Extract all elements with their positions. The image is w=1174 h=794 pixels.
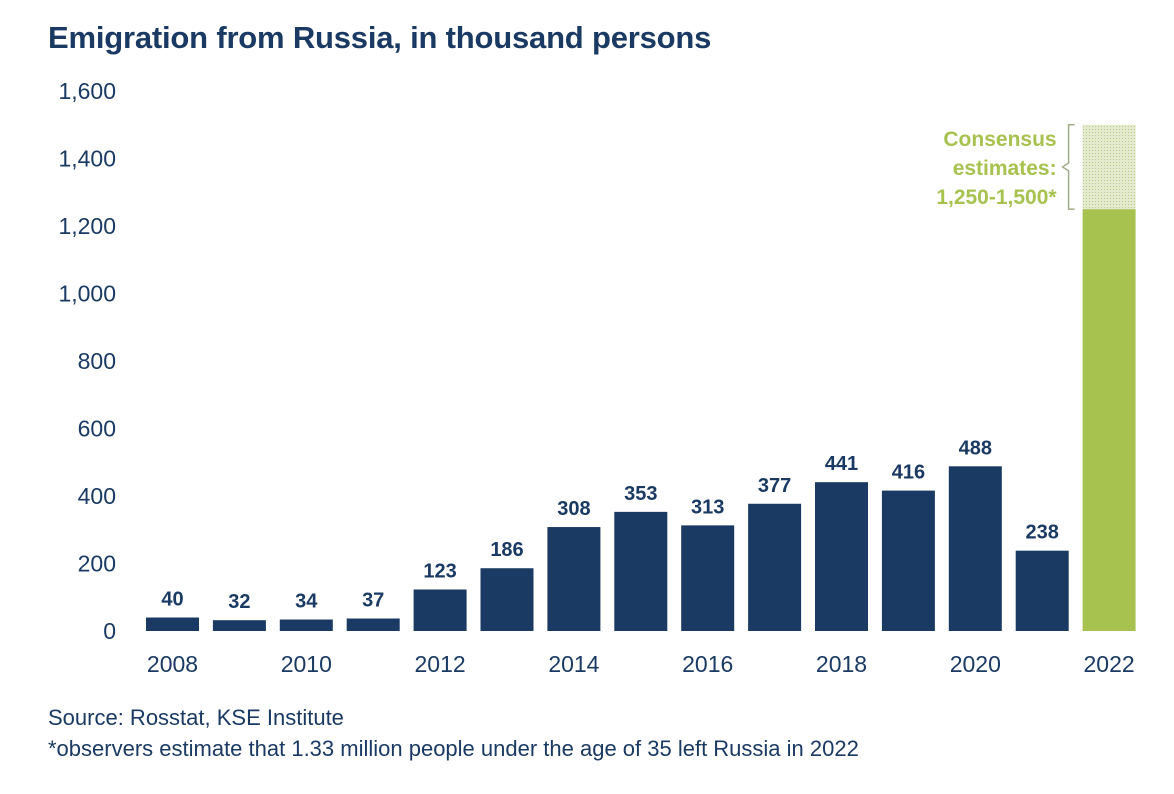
bar [146, 617, 199, 631]
bar [948, 466, 1002, 631]
x-tick-label: 2008 [147, 651, 198, 677]
bar-value-label: 186 [490, 539, 523, 561]
chart-title: Emigration from Russia, in thousand pers… [48, 20, 712, 55]
bar [815, 482, 868, 631]
y-tick-label: 0 [103, 618, 116, 644]
y-tick-label: 1,200 [58, 213, 116, 239]
bar [346, 618, 400, 631]
bar [614, 511, 668, 631]
bar [480, 568, 534, 631]
bar-value-label: 308 [557, 498, 590, 520]
bar-value-label: 238 [1026, 522, 1059, 544]
bar [881, 490, 935, 631]
bar-value-label: 377 [758, 475, 791, 497]
estimate-bar [1082, 209, 1136, 631]
x-axis: 2008 2010 2012 2014 2016 2018 2020 2022 [147, 651, 1135, 677]
bar [279, 619, 333, 631]
bar-value-label: 441 [825, 453, 858, 475]
y-tick-label: 200 [78, 551, 116, 577]
x-tick-label: 2020 [950, 651, 1001, 677]
x-tick-label: 2016 [682, 651, 733, 677]
x-tick-label: 2022 [1084, 651, 1135, 677]
bar [681, 525, 735, 631]
estimate-label-line: estimates: [953, 157, 1057, 180]
footnotes: Source: Rosstat, KSE Institute *observer… [48, 702, 859, 764]
x-tick-label: 2018 [816, 651, 867, 677]
estimate-annotation: Consensus estimates: 1,250-1,500* [936, 124, 1136, 631]
y-tick-label: 1,000 [58, 281, 116, 307]
bar-value-label: 353 [624, 483, 657, 505]
bar-value-label: 37 [362, 590, 384, 612]
x-tick-label: 2014 [548, 651, 599, 677]
bar [748, 503, 802, 631]
bar [212, 620, 266, 631]
estimate-label-line: 1,250-1,500* [936, 186, 1057, 209]
bar [1015, 550, 1069, 631]
y-tick-label: 600 [78, 416, 116, 442]
x-tick-label: 2012 [415, 651, 466, 677]
bar [547, 527, 601, 631]
estimate-bracket [1061, 124, 1075, 210]
bar-chart: 0 200 400 600 800 1,000 1,200 1,400 1,600 40 32 34… [58, 78, 1136, 677]
source-note: Source: Rosstat, KSE Institute [48, 705, 344, 730]
estimate-footnote: *observers estimate that 1.33 million pe… [48, 736, 859, 761]
bar-value-label: 123 [423, 560, 456, 582]
y-tick-label: 400 [78, 483, 116, 509]
x-tick-label: 2010 [281, 651, 332, 677]
bar [413, 589, 467, 631]
y-tick-label: 1,400 [58, 146, 116, 172]
estimate-label-line: Consensus [943, 128, 1056, 151]
estimate-range-band [1082, 124, 1136, 210]
bar-value-label: 40 [161, 589, 183, 611]
bars: 40 32 34 37 123 186 308 353 313 377 441 416 488 238 [146, 437, 1069, 631]
bar-value-label: 313 [691, 496, 724, 518]
bar-value-label: 32 [228, 591, 250, 613]
bar-value-label: 34 [295, 591, 318, 613]
bar-value-label: 416 [892, 462, 925, 484]
y-axis: 0 200 400 600 800 1,000 1,200 1,400 1,600 [58, 78, 116, 644]
y-tick-label: 800 [78, 348, 116, 374]
y-tick-label: 1,600 [58, 78, 116, 104]
bar-value-label: 488 [959, 437, 992, 459]
